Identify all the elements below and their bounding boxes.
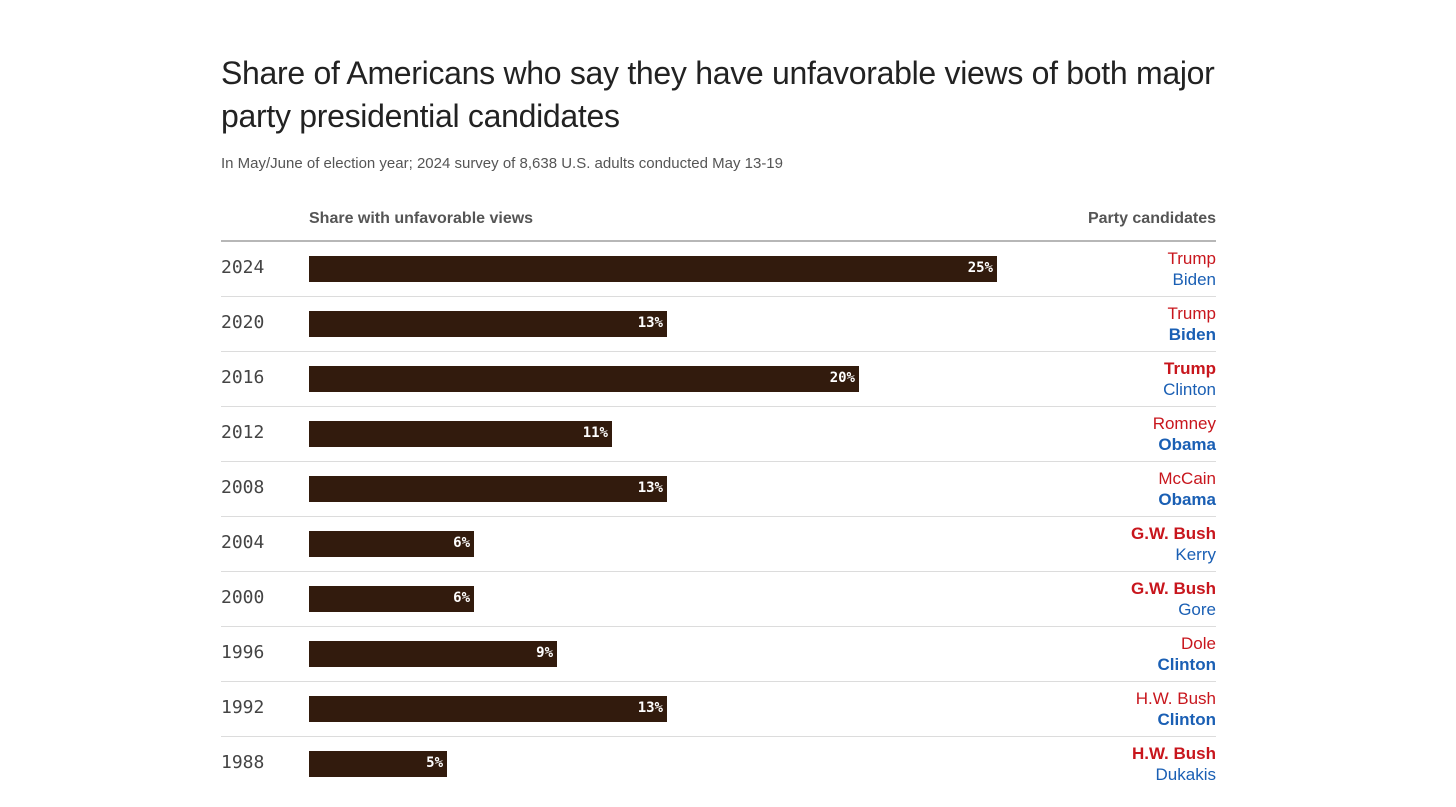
democrat-candidate: Obama [1158, 490, 1216, 509]
chart-subtitle: In May/June of election year; 2024 surve… [221, 155, 783, 172]
candidates: H.W. Bush Dukakis [1132, 743, 1216, 785]
chart-row: 2004 6% G.W. Bush Kerry [221, 517, 1216, 572]
bar-value-label: 20% [829, 370, 855, 386]
republican-candidate: H.W. Bush [1135, 689, 1216, 708]
bar-value-label: 11% [582, 425, 608, 441]
chart-row: 2008 13% McCain Obama [221, 462, 1216, 517]
bar-value-label: 13% [637, 315, 663, 331]
republican-candidate: Trump [1164, 359, 1216, 378]
democrat-candidate: Clinton [1157, 710, 1216, 729]
chart-row: 2016 20% Trump Clinton [221, 352, 1216, 407]
democrat-candidate: Dukakis [1155, 765, 1216, 784]
democrat-candidate: Kerry [1175, 545, 1216, 564]
chart-row: 2024 25% Trump Biden [221, 242, 1216, 297]
republican-candidate: McCain [1158, 469, 1216, 488]
chart-rows: 2024 25% Trump Biden 2020 13% Trump Biden 2016 20… [221, 242, 1216, 791]
year-label: 2004 [221, 532, 265, 553]
republican-candidate: Trump [1167, 304, 1217, 323]
democrat-candidate: Biden [1172, 270, 1216, 289]
column-header: Share with unfavorable views Party candi… [221, 208, 1216, 238]
republican-candidate: Trump [1167, 249, 1217, 268]
bar: 6% [309, 531, 474, 557]
bar: 9% [309, 641, 557, 667]
republican-candidate: G.W. Bush [1131, 579, 1216, 598]
candidates: Dole Clinton [1157, 633, 1216, 675]
democrat-candidate: Clinton [1157, 655, 1216, 674]
bar-value-label: 25% [967, 260, 993, 276]
chart-row: 2012 11% Romney Obama [221, 407, 1216, 462]
header-divider [221, 240, 1216, 242]
candidates: McCain Obama [1158, 468, 1216, 510]
year-label: 2024 [221, 257, 265, 278]
year-label: 2000 [221, 587, 265, 608]
chart-row: 1988 5% H.W. Bush Dukakis [221, 737, 1216, 791]
bar: 20% [309, 366, 859, 392]
candidates: Trump Biden [1168, 248, 1217, 290]
column-header-share: Share with unfavorable views [309, 210, 534, 227]
year-label: 1996 [221, 642, 265, 663]
candidates: Trump Biden [1168, 303, 1217, 345]
candidates: G.W. Bush Kerry [1131, 523, 1216, 565]
republican-candidate: H.W. Bush [1131, 744, 1216, 763]
candidates: H.W. Bush Clinton [1136, 688, 1216, 730]
bar: 11% [309, 421, 612, 447]
candidates: Trump Clinton [1163, 358, 1216, 400]
year-label: 2012 [221, 422, 265, 443]
bar: 25% [309, 256, 997, 282]
chart: Share of Americans who say they have unf… [221, 52, 1216, 791]
bar-value-label: 6% [453, 590, 470, 606]
republican-candidate: Dole [1181, 634, 1216, 653]
bar-value-label: 9% [536, 645, 553, 661]
chart-row: 1996 9% Dole Clinton [221, 627, 1216, 682]
democrat-candidate: Biden [1168, 325, 1216, 344]
candidates: G.W. Bush Gore [1131, 578, 1216, 620]
chart-title: Share of Americans who say they have unf… [221, 55, 1215, 134]
year-label: 1992 [221, 697, 265, 718]
candidates: Romney Obama [1153, 413, 1216, 455]
republican-candidate: G.W. Bush [1131, 524, 1216, 543]
year-label: 2016 [221, 367, 265, 388]
year-label: 2020 [221, 312, 265, 333]
chart-row: 1992 13% H.W. Bush Clinton [221, 682, 1216, 737]
year-label: 1988 [221, 752, 265, 773]
bar: 6% [309, 586, 474, 612]
column-header-candidates: Party candidates [1087, 210, 1216, 227]
republican-candidate: Romney [1152, 414, 1216, 433]
chart-row: 2020 13% Trump Biden [221, 297, 1216, 352]
democrat-candidate: Gore [1178, 600, 1216, 619]
bar: 13% [309, 311, 667, 337]
bar: 13% [309, 696, 667, 722]
bar-value-label: 13% [637, 700, 663, 716]
bar-value-label: 6% [453, 535, 470, 551]
democrat-candidate: Obama [1158, 435, 1216, 454]
democrat-candidate: Clinton [1163, 380, 1216, 399]
chart-row: 2000 6% G.W. Bush Gore [221, 572, 1216, 627]
bar-value-label: 5% [426, 755, 443, 771]
bar: 5% [309, 751, 447, 777]
year-label: 2008 [221, 477, 265, 498]
bar: 13% [309, 476, 667, 502]
bar-value-label: 13% [637, 480, 663, 496]
